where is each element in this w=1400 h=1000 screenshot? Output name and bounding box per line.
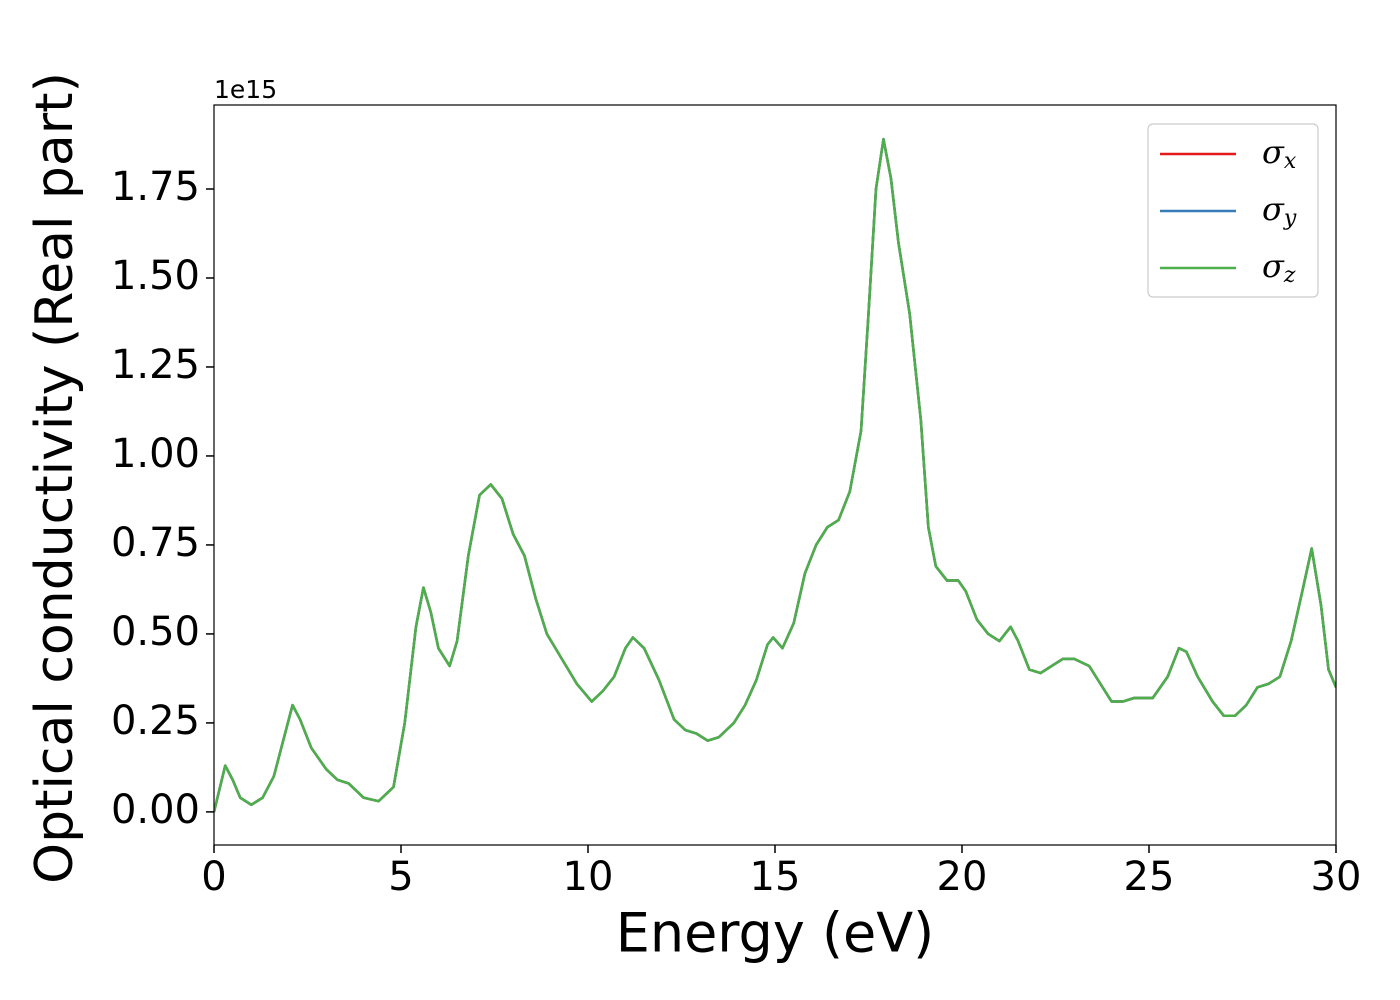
y-tick-label: 0.00 [111,787,200,833]
x-tick-label: 10 [563,854,614,900]
x-tick-label: 0 [201,854,226,900]
offset-label: 1e15 [214,75,277,104]
x-tick-label: 5 [388,854,413,900]
x-tick-label: 15 [750,854,801,900]
y-tick-label: 1.25 [111,342,200,388]
x-axis-label: Energy (eV) [616,902,935,965]
y-tick-label: 1.50 [111,253,200,299]
y-axis-label: Optical conductivity (Real part) [25,72,85,884]
y-tick-label: 1.75 [111,164,200,210]
legend-label: σx [1262,133,1297,175]
x-tick-label: 20 [937,854,988,900]
legend-label: σy [1262,190,1297,232]
plot-frame [213,104,1337,846]
y-tick-label: 0.75 [111,520,200,566]
x-tick-label: 25 [1124,854,1175,900]
y-tick-label: 0.25 [111,698,200,744]
x-tick-label: 30 [1311,854,1362,900]
y-tick-label: 0.50 [111,609,200,655]
series-line [214,137,1336,813]
legend-label: σz [1262,247,1296,289]
y-tick-label: 1.00 [111,431,200,477]
